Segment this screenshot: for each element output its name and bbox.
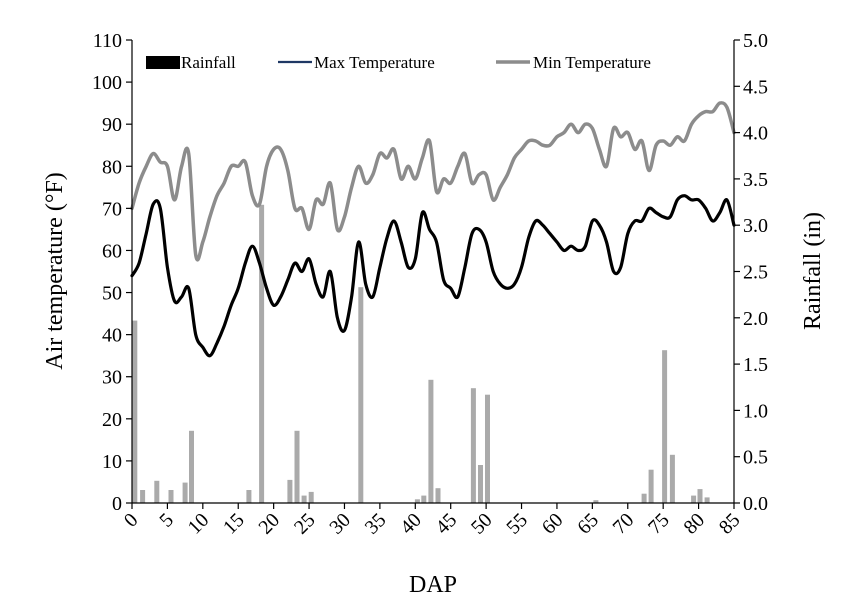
legend-label-min-temperature: Min Temperature bbox=[533, 53, 651, 72]
min-temperature-line bbox=[130, 101, 736, 262]
rainfall-bar-25 bbox=[691, 495, 697, 503]
rainfall-bar-16 bbox=[435, 488, 441, 503]
rainfall-bar-20 bbox=[593, 500, 599, 503]
rainfall-bar-7 bbox=[259, 204, 265, 504]
rainfall-bar-22 bbox=[648, 469, 654, 503]
x-tick-label-15: 15 bbox=[219, 509, 249, 539]
rainfall-bar-15 bbox=[428, 379, 434, 503]
rainfall-bar-3 bbox=[168, 490, 174, 503]
y-left-tick-label-70: 70 bbox=[102, 198, 122, 220]
rainfall-bar-12 bbox=[358, 287, 364, 503]
y-right-tick-label-5.0: 5.0 bbox=[743, 30, 768, 52]
y-right-tick-label-4.5: 4.5 bbox=[743, 76, 768, 98]
legend-label-rainfall: Rainfall bbox=[181, 53, 236, 72]
rainfall-bar-9 bbox=[294, 430, 300, 503]
rainfall-bars bbox=[132, 204, 710, 504]
x-tick-label-5: 5 bbox=[155, 509, 178, 532]
y-left-tick-label-10: 10 bbox=[102, 451, 122, 473]
x-axis: 0 5 10 15 20 25 30 35 40 45 50 55 60 65 70 75 80 85 bbox=[120, 502, 745, 539]
rainfall-bar-6 bbox=[246, 490, 252, 503]
x-tick-label-30: 30 bbox=[325, 509, 355, 539]
rainfall-bar-8 bbox=[287, 479, 293, 503]
x-tick-label-70: 70 bbox=[609, 509, 639, 539]
y-left-tick-label-50: 50 bbox=[102, 283, 122, 305]
rainfall-bar-21 bbox=[641, 493, 647, 503]
y-right-tick-label-4.0: 4.0 bbox=[743, 123, 768, 145]
rainfall-bar-24 bbox=[669, 454, 675, 503]
y-left-tick-label-40: 40 bbox=[102, 325, 122, 347]
y-axis-left-title: Air temperature (°F) bbox=[42, 172, 68, 370]
y-right-tick-label-2.5: 2.5 bbox=[743, 262, 768, 284]
temperature-lines bbox=[130, 101, 736, 358]
y-right-tick-label-2.0: 2.0 bbox=[743, 308, 768, 330]
rainfall-bar-10 bbox=[301, 495, 307, 503]
x-tick-label-40: 40 bbox=[396, 509, 426, 539]
rainfall-bar-14 bbox=[421, 495, 427, 503]
y-right-tick-label-3.0: 3.0 bbox=[743, 215, 768, 237]
x-tick-label-60: 60 bbox=[538, 509, 568, 539]
legend: Rainfall Max Temperature Min Temperature bbox=[146, 53, 651, 72]
y-axis-left: 0 10 20 30 40 50 60 70 80 90 100 110 bbox=[92, 30, 133, 515]
x-tick-label-20: 20 bbox=[254, 509, 284, 539]
x-tick-label-35: 35 bbox=[361, 509, 391, 539]
y-left-tick-label-100: 100 bbox=[92, 72, 122, 94]
legend-swatch-rainfall bbox=[146, 56, 180, 69]
rainfall-bar-0 bbox=[132, 320, 138, 503]
x-tick-label-75: 75 bbox=[644, 509, 674, 539]
y-ticks-left: 0 10 20 30 40 50 60 70 80 90 100 110 bbox=[92, 30, 132, 515]
y-axis-right: 0.0 0.5 1.0 1.5 2.0 2.5 3.0 3.5 4.0 4.5 5.0 bbox=[733, 30, 768, 515]
rainfall-bar-11 bbox=[308, 491, 314, 503]
y-left-tick-label-110: 110 bbox=[93, 30, 122, 52]
y-right-tick-label-1.0: 1.0 bbox=[743, 400, 768, 422]
x-tick-label-65: 65 bbox=[573, 509, 603, 539]
rainfall-bar-1 bbox=[140, 490, 146, 503]
y-left-tick-label-30: 30 bbox=[102, 367, 122, 389]
y-left-tick-label-90: 90 bbox=[102, 114, 122, 136]
x-tick-label-10: 10 bbox=[184, 509, 214, 539]
y-left-tick-label-0: 0 bbox=[112, 493, 122, 515]
rainfall-bar-4 bbox=[182, 482, 188, 503]
y-right-tick-label-0.0: 0.0 bbox=[743, 493, 768, 515]
rainfall-bar-27 bbox=[704, 497, 710, 503]
y-ticks-right: 0.0 0.5 1.0 1.5 2.0 2.5 3.0 3.5 4.0 4.5 5.0 bbox=[734, 30, 768, 515]
rainfall-bar-13 bbox=[414, 499, 420, 503]
x-tick-label-25: 25 bbox=[290, 509, 320, 539]
y-left-tick-label-20: 20 bbox=[102, 409, 122, 431]
rainfall-bar-26 bbox=[697, 489, 703, 503]
rainfall-bar-5 bbox=[189, 430, 194, 503]
x-tick-label-45: 45 bbox=[432, 509, 462, 539]
rainfall-bar-18 bbox=[478, 465, 483, 503]
x-tick-label-0: 0 bbox=[120, 509, 143, 532]
x-tick-label-85: 85 bbox=[715, 509, 745, 539]
max-temperature-line bbox=[130, 194, 736, 358]
x-axis-title: DAP bbox=[409, 572, 457, 598]
rainfall-bar-23 bbox=[662, 350, 668, 503]
rainfall-bar-17 bbox=[470, 388, 476, 503]
y-right-tick-label-0.5: 0.5 bbox=[743, 447, 768, 469]
y-right-tick-label-1.5: 1.5 bbox=[743, 354, 768, 376]
x-tick-label-50: 50 bbox=[467, 509, 497, 539]
x-tick-label-55: 55 bbox=[502, 509, 532, 539]
y-axis-right-title: Rainfall (in) bbox=[800, 212, 826, 330]
x-ticks: 0 5 10 15 20 25 30 35 40 45 50 55 60 65 70 75 80 85 bbox=[120, 503, 745, 539]
x-tick-label-80: 80 bbox=[679, 509, 709, 539]
legend-label-max-temperature: Max Temperature bbox=[314, 53, 435, 72]
y-right-tick-label-3.5: 3.5 bbox=[743, 169, 768, 191]
rainfall-bar-2 bbox=[154, 480, 160, 503]
y-left-tick-label-60: 60 bbox=[102, 240, 122, 262]
rainfall-bar-19 bbox=[485, 394, 490, 503]
y-left-tick-label-80: 80 bbox=[102, 156, 122, 178]
